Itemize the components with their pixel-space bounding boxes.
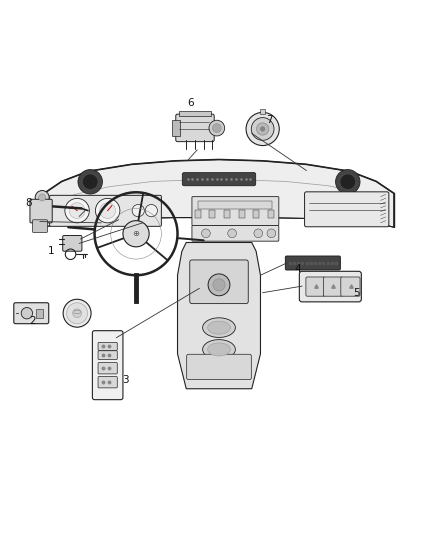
Circle shape (212, 124, 221, 133)
FancyBboxPatch shape (63, 236, 82, 251)
Bar (209, 210, 215, 217)
FancyBboxPatch shape (49, 195, 161, 227)
FancyBboxPatch shape (98, 362, 117, 374)
Bar (172, 120, 180, 135)
Circle shape (100, 203, 116, 219)
Text: 1: 1 (48, 246, 54, 256)
FancyBboxPatch shape (98, 351, 117, 359)
Circle shape (254, 229, 263, 238)
FancyBboxPatch shape (304, 192, 389, 227)
Circle shape (209, 120, 225, 136)
Text: 5: 5 (353, 288, 360, 298)
FancyBboxPatch shape (306, 277, 325, 296)
Circle shape (145, 205, 157, 217)
Polygon shape (177, 243, 261, 389)
Bar (253, 210, 259, 217)
Bar (35, 309, 43, 318)
FancyBboxPatch shape (182, 173, 256, 185)
Circle shape (246, 112, 279, 146)
Circle shape (21, 308, 32, 319)
Text: 2: 2 (29, 316, 35, 326)
Text: 6: 6 (187, 98, 194, 108)
Bar (194, 210, 201, 217)
Bar (198, 201, 272, 209)
Circle shape (78, 169, 102, 194)
FancyBboxPatch shape (98, 343, 117, 350)
FancyBboxPatch shape (286, 256, 340, 270)
FancyBboxPatch shape (32, 220, 47, 232)
FancyBboxPatch shape (14, 303, 49, 324)
Text: ⊕: ⊕ (133, 229, 140, 238)
Circle shape (261, 127, 265, 131)
Circle shape (132, 205, 145, 217)
Ellipse shape (208, 321, 230, 334)
Bar (179, 111, 211, 116)
Text: 4: 4 (294, 264, 301, 273)
Circle shape (69, 203, 85, 219)
Circle shape (35, 190, 49, 205)
Text: 3: 3 (122, 375, 128, 385)
Circle shape (39, 194, 46, 201)
FancyBboxPatch shape (98, 376, 117, 388)
Circle shape (251, 118, 274, 140)
Polygon shape (44, 159, 394, 227)
FancyBboxPatch shape (299, 271, 361, 302)
Ellipse shape (203, 318, 235, 337)
Bar (260, 109, 265, 114)
Text: 7: 7 (266, 115, 272, 125)
Circle shape (95, 198, 120, 223)
Bar (268, 210, 274, 217)
Circle shape (340, 174, 356, 190)
Circle shape (257, 123, 269, 135)
FancyBboxPatch shape (92, 330, 123, 400)
Bar (224, 210, 230, 217)
Circle shape (201, 229, 210, 238)
Circle shape (67, 303, 88, 324)
Circle shape (73, 309, 81, 318)
FancyBboxPatch shape (192, 197, 279, 225)
FancyBboxPatch shape (192, 225, 279, 241)
Circle shape (228, 229, 237, 238)
Circle shape (336, 169, 360, 194)
FancyBboxPatch shape (176, 114, 214, 142)
Circle shape (123, 221, 149, 247)
Text: ⊂⊃: ⊂⊃ (72, 311, 82, 316)
Text: 8: 8 (25, 198, 32, 208)
FancyBboxPatch shape (30, 199, 52, 223)
Circle shape (208, 274, 230, 296)
Circle shape (63, 299, 91, 327)
Circle shape (65, 198, 89, 223)
FancyBboxPatch shape (190, 260, 248, 304)
Circle shape (267, 229, 276, 238)
FancyBboxPatch shape (187, 354, 251, 379)
Circle shape (82, 174, 98, 190)
Circle shape (213, 279, 225, 291)
FancyBboxPatch shape (323, 277, 343, 296)
FancyBboxPatch shape (341, 277, 360, 296)
Bar (239, 210, 245, 217)
Ellipse shape (208, 343, 230, 356)
Ellipse shape (203, 340, 235, 359)
